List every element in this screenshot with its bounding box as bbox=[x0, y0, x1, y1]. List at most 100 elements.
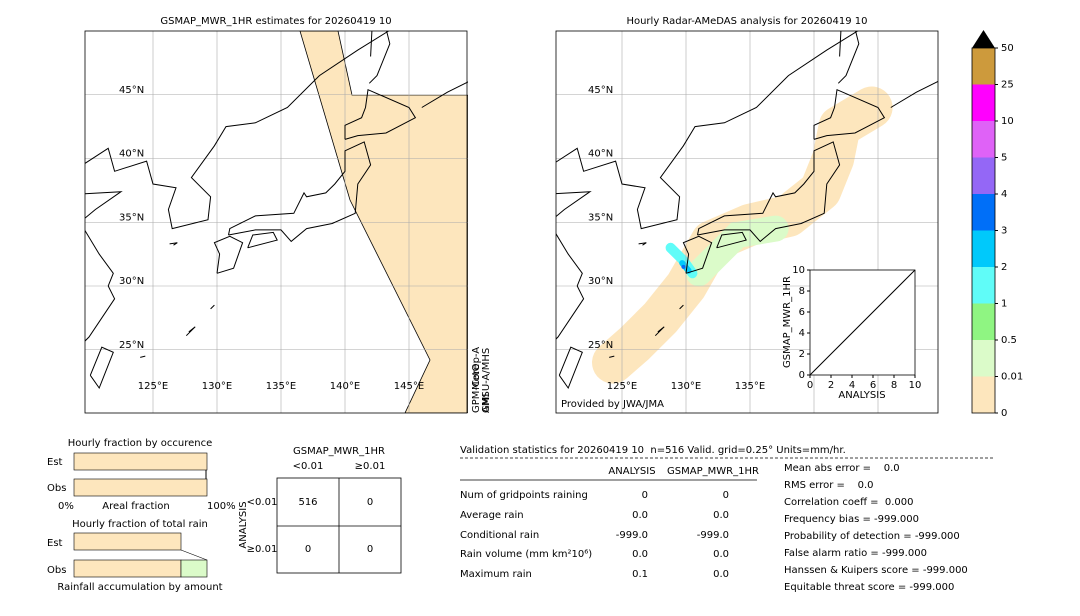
lat-label: 25°N bbox=[588, 340, 613, 351]
coastline bbox=[89, 346, 114, 390]
stat-value: -999.0 bbox=[697, 530, 729, 541]
lat-label: 40°N bbox=[588, 149, 613, 160]
x-tick-label: 10 bbox=[909, 380, 922, 391]
colorbar-segment bbox=[972, 340, 995, 377]
score: RMS error = 0.0 bbox=[784, 480, 874, 491]
column-label: ≥0.01 bbox=[355, 461, 386, 472]
y-tick-label: 0 bbox=[799, 370, 805, 381]
sensor-label: AMSU-A/MHS bbox=[481, 348, 492, 413]
coastline bbox=[421, 81, 468, 108]
x-axis-label: ANALYSIS bbox=[838, 390, 885, 401]
lat-label: 35°N bbox=[119, 212, 144, 223]
column-label: <0.01 bbox=[293, 461, 324, 472]
stat-value: 0 bbox=[723, 490, 729, 501]
y-tick-label: 8 bbox=[799, 286, 805, 297]
colorbar-segment bbox=[972, 230, 995, 267]
lon-label: 125°E bbox=[138, 381, 168, 392]
lon-label: 125°E bbox=[607, 381, 637, 392]
x-tick-label: 4 bbox=[849, 380, 855, 391]
y-tick-label: 4 bbox=[799, 328, 805, 339]
table-cell: 0 bbox=[305, 544, 311, 555]
x-tick-label: 6 bbox=[870, 380, 876, 391]
analysis-coverage bbox=[685, 215, 789, 287]
rain-cell bbox=[681, 264, 686, 269]
fraction-bar bbox=[73, 532, 182, 551]
map-title: GSMAP_MWR_1HR estimates for 20260419 10 bbox=[160, 16, 391, 27]
axis-label: 100% bbox=[207, 501, 236, 512]
caption: Rainfall accumulation by amount bbox=[57, 582, 222, 593]
fraction-bar bbox=[73, 452, 208, 471]
sensor-label: MetOp-A bbox=[471, 347, 482, 390]
lat-label: 45°N bbox=[588, 85, 613, 96]
colorbar-segment bbox=[972, 48, 995, 85]
coastline bbox=[682, 235, 713, 274]
coastline bbox=[654, 326, 665, 337]
stat-value: 0.0 bbox=[632, 510, 648, 521]
colorbar-tick-label: 3 bbox=[1001, 226, 1007, 237]
colorbar-extend bbox=[972, 30, 995, 48]
score: Equitable threat score = -999.000 bbox=[784, 582, 954, 593]
row-label: Obs bbox=[47, 565, 66, 576]
colorbar-segment bbox=[972, 194, 995, 231]
colorbar-tick-label: 5 bbox=[1001, 153, 1007, 164]
lat-label: 30°N bbox=[119, 276, 144, 287]
coastline bbox=[609, 355, 615, 358]
map-title: Hourly Radar-AMeDAS analysis for 2026041… bbox=[626, 16, 867, 27]
stats-header: Validation statistics for 20260419 10 n=… bbox=[460, 445, 846, 456]
coastline bbox=[344, 88, 417, 140]
lon-label: 130°E bbox=[202, 381, 232, 392]
colorbar-segment bbox=[972, 121, 995, 158]
y-tick-label: 10 bbox=[792, 265, 805, 276]
colorbar-segment bbox=[972, 376, 995, 413]
stat-label: Rain volume (mm km²10⁶) bbox=[460, 549, 592, 560]
row-label: Obs bbox=[47, 483, 66, 494]
stat-value: 0.0 bbox=[713, 510, 729, 521]
score: Probability of detection = -999.000 bbox=[784, 531, 960, 542]
coastline bbox=[210, 304, 215, 310]
table-cell: 516 bbox=[298, 497, 317, 508]
map-frame bbox=[84, 30, 468, 414]
panel-title: Hourly fraction by occurence bbox=[68, 438, 212, 449]
row-title: ANALYSIS bbox=[238, 501, 249, 548]
stat-value: 0 bbox=[642, 490, 648, 501]
stat-label: Average rain bbox=[460, 510, 524, 521]
coastline bbox=[558, 346, 583, 390]
stat-value: 0.0 bbox=[713, 549, 729, 560]
map-layer bbox=[85, 31, 468, 413]
stat-value: 0.0 bbox=[632, 549, 648, 560]
colorbar-tick-label: 1 bbox=[1001, 299, 1007, 310]
colorbar-segment bbox=[972, 303, 995, 340]
colorbar-tick-label: 4 bbox=[1001, 189, 1007, 200]
colorbar-tick-label: 10 bbox=[1001, 116, 1014, 127]
axis-label: Areal fraction bbox=[102, 501, 169, 512]
lat-label: 40°N bbox=[119, 149, 144, 160]
lon-label: 135°E bbox=[735, 381, 765, 392]
row-label: <0.01 bbox=[247, 497, 278, 508]
coastline bbox=[228, 141, 372, 243]
score: Mean abs error = 0.0 bbox=[784, 463, 900, 474]
sensor-label: GMI bbox=[481, 394, 492, 413]
axis-label: 0% bbox=[58, 501, 74, 512]
colorbar-segment bbox=[972, 267, 995, 304]
x-tick-label: 2 bbox=[828, 380, 834, 391]
lon-label: 135°E bbox=[266, 381, 296, 392]
x-tick-label: 8 bbox=[891, 380, 897, 391]
score: Frequency bias = -999.000 bbox=[784, 514, 919, 525]
sensor-label: GPM-Core bbox=[471, 364, 482, 413]
fraction-bar bbox=[73, 559, 182, 578]
x-tick-label: 0 bbox=[807, 380, 813, 391]
colorbar-tick-label: 0 bbox=[1001, 408, 1007, 419]
fraction-bar bbox=[73, 478, 208, 497]
row-label: Est bbox=[47, 457, 63, 468]
row-label: ≥0.01 bbox=[247, 544, 278, 555]
coastline bbox=[716, 231, 747, 249]
column-header: GSMAP_MWR_1HR bbox=[667, 466, 759, 477]
coastline bbox=[85, 31, 390, 342]
coastline bbox=[247, 231, 278, 249]
table-cell: 0 bbox=[367, 497, 373, 508]
stat-value: 0.1 bbox=[632, 569, 648, 580]
stat-label: Maximum rain bbox=[460, 569, 532, 580]
table-title: GSMAP_MWR_1HR bbox=[293, 446, 385, 457]
lon-label: 140°E bbox=[330, 381, 360, 392]
